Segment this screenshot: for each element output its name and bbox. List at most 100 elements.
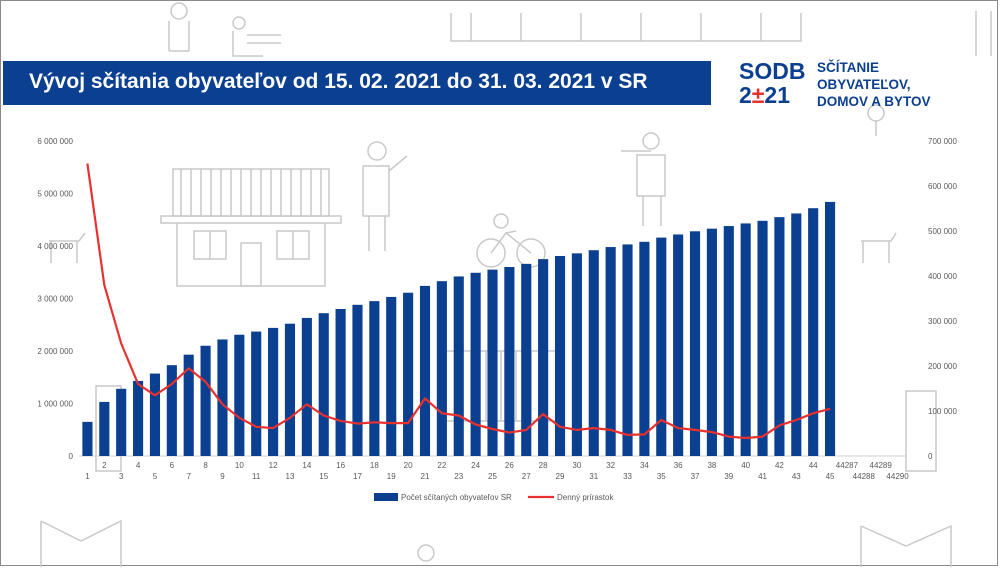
sodb-logo: SODB 2±21 SČÍTANIE OBYVATEĽOV, DOMOV A B… [739, 59, 939, 111]
bar [605, 247, 616, 456]
y-right-tick-label: 400 000 [928, 272, 957, 281]
bar [403, 292, 414, 456]
x-tick-label: 34 [640, 461, 649, 470]
x-tick-label: 17 [353, 472, 362, 481]
x-tick-label: 14 [302, 461, 311, 470]
x-tick-label: 31 [589, 472, 598, 481]
bar [335, 309, 346, 456]
x-tick-label: 22 [437, 461, 446, 470]
x-tick-label: 21 [421, 472, 430, 481]
x-tick-label-extra: 44288 [853, 472, 876, 481]
y-left-tick-label: 2 000 000 [37, 347, 73, 356]
bar [436, 281, 447, 456]
x-tick-label: 11 [252, 472, 261, 481]
x-tick-label: 16 [336, 461, 345, 470]
x-tick-label: 28 [539, 461, 548, 470]
bar [706, 228, 717, 456]
bar [622, 244, 633, 456]
bar [554, 255, 566, 456]
x-tick-label: 5 [153, 472, 158, 481]
page-title: Vývoj sčítania obyvateľov od 15. 02. 202… [29, 70, 648, 93]
bar [808, 208, 819, 456]
bar [588, 250, 599, 456]
x-tick-label: 27 [522, 472, 531, 481]
bar [116, 388, 127, 456]
x-tick-label: 13 [286, 472, 295, 481]
y-left-tick-label: 4 000 000 [37, 242, 73, 251]
y-right-tick-label: 300 000 [928, 317, 957, 326]
x-tick-label: 38 [707, 461, 716, 470]
x-tick-label: 42 [775, 461, 784, 470]
x-tick-label: 23 [454, 472, 463, 481]
x-tick-label: 26 [505, 461, 514, 470]
bar [521, 263, 532, 456]
logo-text-line3: DOMOV A BYTOV [817, 94, 931, 109]
legend-swatch-bar [374, 493, 398, 501]
title-banner: Vývoj sčítania obyvateľov od 15. 02. 202… [3, 61, 711, 105]
bar [453, 276, 464, 456]
bar [352, 304, 363, 456]
x-tick-label: 9 [220, 472, 225, 481]
x-tick-label: 2 [102, 461, 107, 470]
x-tick-label: 30 [572, 461, 581, 470]
bar [268, 327, 279, 456]
x-tick-label: 40 [741, 461, 750, 470]
logo-mark-line2: 2±21 [739, 83, 809, 107]
legend-label-line: Denný prírastok [557, 493, 614, 502]
bar [217, 339, 228, 456]
y-right-tick-label: 100 000 [928, 407, 957, 416]
x-tick-label: 1 [85, 472, 90, 481]
x-tick-label: 10 [235, 461, 244, 470]
x-tick-label: 29 [556, 472, 565, 481]
x-tick-label: 24 [471, 461, 480, 470]
x-tick-label: 4 [136, 461, 141, 470]
x-tick-label: 19 [387, 472, 396, 481]
x-tick-label: 20 [404, 461, 413, 470]
x-tick-label: 3 [119, 472, 124, 481]
x-tick-label: 25 [488, 472, 497, 481]
x-tick-label: 39 [724, 472, 733, 481]
y-right-tick-label: 200 000 [928, 362, 957, 371]
bar [133, 380, 144, 456]
logo-text-line2: OBYVATEĽOV, [817, 77, 911, 92]
bar [183, 354, 194, 456]
bar [318, 313, 329, 456]
bar [149, 373, 161, 456]
logo-text: SČÍTANIE OBYVATEĽOV, DOMOV A BYTOV [817, 59, 931, 110]
x-tick-label: 44 [809, 461, 818, 470]
x-tick-label: 45 [826, 472, 835, 481]
logo-plus-minus: ± [751, 82, 765, 108]
bar [791, 213, 802, 456]
logo-mark: SODB 2±21 [739, 59, 809, 109]
series-line-denny-prirastok [86, 163, 831, 440]
bar [723, 226, 734, 456]
bar [639, 241, 650, 456]
x-tick-label: 15 [319, 472, 328, 481]
x-tick-label: 12 [269, 461, 278, 470]
bar [689, 231, 701, 456]
x-tick-label: 8 [203, 461, 208, 470]
y-right-tick-label: 0 [928, 452, 933, 461]
logo-mark-line1: SODB [739, 58, 806, 84]
bar [82, 421, 93, 456]
x-tick-label: 32 [606, 461, 615, 470]
y-right-tick-label: 600 000 [928, 182, 957, 191]
logo-mark-year: 21 [764, 82, 791, 108]
bar [99, 401, 110, 456]
y-right-tick-label: 500 000 [928, 227, 957, 236]
x-tick-label: 18 [370, 461, 379, 470]
x-tick-label: 36 [674, 461, 683, 470]
bar [538, 259, 549, 456]
bar [369, 301, 380, 456]
bar [673, 234, 684, 456]
bar [234, 334, 245, 456]
bar [386, 296, 397, 456]
x-tick-label: 37 [691, 472, 700, 481]
x-tick-label: 6 [170, 461, 175, 470]
legend-label-bar: Počet sčítaných obyvateľov SR [401, 493, 512, 502]
y-left-tick-label: 0 [69, 452, 74, 461]
bar [571, 253, 582, 456]
bar [740, 223, 751, 456]
bar [251, 331, 262, 456]
